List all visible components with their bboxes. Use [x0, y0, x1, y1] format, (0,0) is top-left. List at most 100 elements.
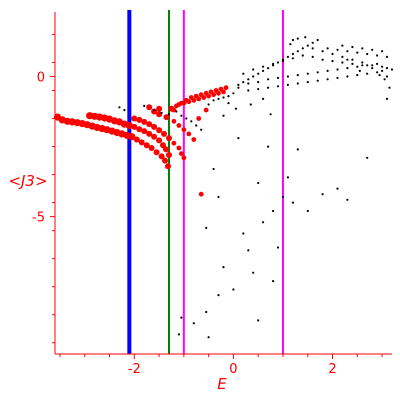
vertical-lines-layer: [127, 10, 284, 354]
data-point: [158, 153, 165, 160]
data-point: [321, 193, 324, 196]
data-point: [163, 114, 170, 121]
data-point: [179, 151, 184, 157]
data-point: [257, 319, 260, 322]
data-point: [186, 99, 192, 105]
data-point: [385, 97, 389, 100]
data-point: [165, 163, 171, 170]
data-point: [358, 69, 361, 72]
data-point: [272, 62, 275, 65]
data-point: [276, 85, 280, 88]
data-point: [212, 99, 215, 102]
data-point: [222, 266, 225, 269]
data-point: [161, 130, 167, 137]
data-point: [143, 104, 146, 107]
data-point: [249, 103, 252, 106]
data-point: [262, 97, 265, 100]
data-point: [131, 115, 138, 122]
data-point: [223, 85, 229, 91]
data-point: [222, 114, 225, 117]
data-point: [381, 69, 384, 72]
data-point: [138, 139, 145, 146]
data-point: [356, 65, 359, 68]
data-point: [247, 89, 250, 92]
data-point: [301, 54, 304, 57]
data-point: [207, 336, 210, 339]
data-point: [341, 61, 344, 64]
data-point: [156, 137, 163, 144]
data-point: [366, 156, 369, 159]
data-point: [166, 152, 172, 158]
data-point: [376, 54, 379, 57]
data-point: [217, 195, 220, 199]
data-point: [351, 45, 354, 49]
data-point: [331, 60, 334, 63]
data-point: [316, 71, 319, 74]
data-point: [222, 96, 225, 99]
data-point: [346, 198, 349, 201]
data-point: [237, 137, 240, 140]
data-point: [336, 76, 339, 79]
data-point: [296, 82, 299, 85]
data-point: [196, 116, 202, 121]
ticks-layer: -2 0 2 0 -5: [32, 33, 383, 377]
data-point: [306, 81, 309, 84]
data-point: [153, 149, 160, 156]
data-point: [177, 333, 180, 336]
data-point: [180, 316, 183, 319]
data-point: [190, 120, 193, 123]
data-point: [296, 148, 299, 151]
data-point: [160, 142, 166, 149]
data-point: [311, 55, 314, 59]
data-point: [336, 68, 339, 71]
data-point: [133, 136, 140, 143]
data-point: [205, 226, 208, 229]
data-point: [181, 127, 187, 133]
data-point: [200, 128, 203, 131]
data-point: [321, 50, 324, 53]
data-point: [247, 249, 250, 252]
data-point: [361, 64, 364, 67]
data-point: [162, 157, 168, 164]
data-point: [281, 60, 285, 63]
data-point: [237, 86, 240, 89]
data-point: [176, 102, 182, 107]
data-point: [371, 48, 374, 51]
data-point: [176, 145, 182, 151]
data-point: [267, 86, 270, 89]
data-point: [269, 113, 272, 116]
data-points-layer: [53, 36, 394, 339]
data-point: [383, 78, 386, 81]
x-axis-title: E: [217, 375, 227, 393]
data-point: [141, 128, 148, 135]
data-point: [272, 280, 275, 283]
data-point: [242, 72, 245, 75]
data-point: [286, 176, 289, 179]
data-point: [191, 137, 197, 142]
data-point: [291, 57, 294, 60]
data-point: [351, 58, 354, 61]
data-point: [186, 131, 192, 137]
data-point: [143, 142, 150, 149]
data-point: [276, 76, 280, 79]
data-point: [385, 67, 389, 70]
data-point: [227, 102, 230, 105]
data-point: [336, 187, 339, 190]
data-point: [146, 104, 153, 111]
data-point: [192, 322, 195, 325]
data-point: [289, 43, 292, 46]
axes-layer: [54, 12, 392, 355]
data-point: [262, 69, 265, 72]
data-point: [237, 83, 240, 86]
data-point: [267, 145, 270, 148]
data-point: [252, 68, 255, 71]
data-point: [378, 74, 381, 77]
data-point: [306, 72, 309, 75]
data-point: [346, 67, 349, 70]
data-point: [176, 123, 182, 128]
x-tick-label: 0: [229, 362, 237, 377]
data-point: [356, 51, 359, 54]
data-point: [171, 140, 177, 146]
data-point: [286, 55, 289, 59]
data-point: [257, 88, 260, 91]
